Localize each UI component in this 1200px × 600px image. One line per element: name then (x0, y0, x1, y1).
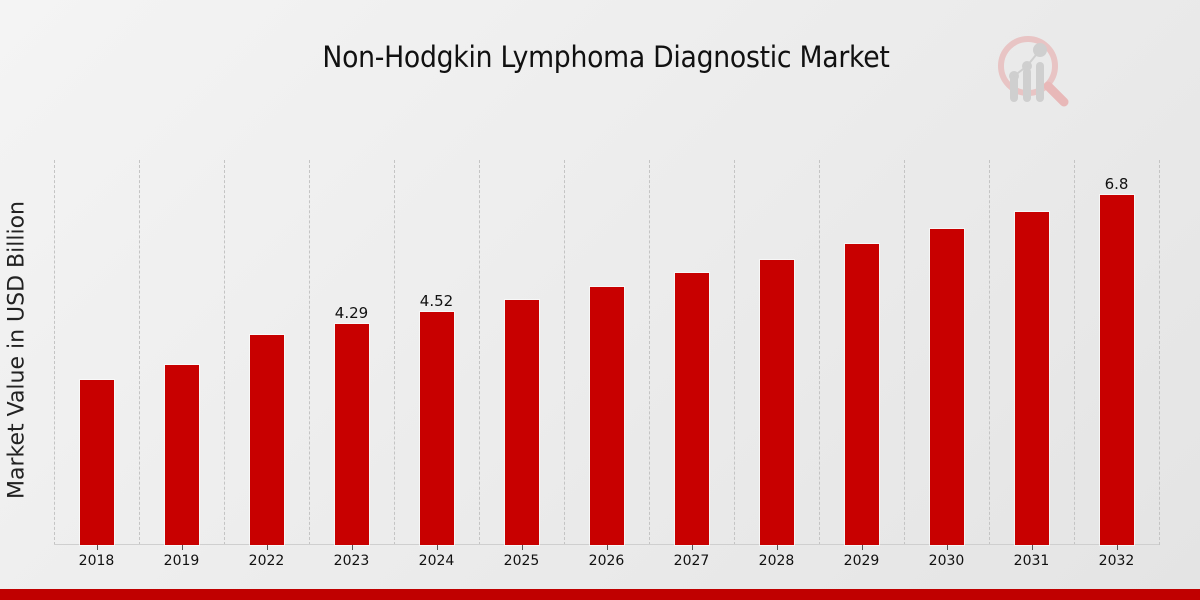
gridline (1074, 160, 1075, 545)
x-tick-label: 2024 (418, 553, 455, 569)
x-tick (521, 545, 523, 550)
gridline (224, 160, 225, 545)
x-tick-label: 2025 (503, 553, 540, 569)
x-tick-label: 2029 (843, 553, 880, 569)
bar-2018 (79, 380, 114, 545)
bar-2019 (164, 364, 199, 545)
x-tick (606, 545, 608, 550)
bar-2022 (249, 334, 284, 545)
x-tick-label: 2023 (333, 553, 370, 569)
x-tick (946, 545, 948, 550)
x-tick (1031, 545, 1033, 550)
gridline (1159, 160, 1160, 545)
data-label-2032: 6.8 (1104, 174, 1129, 193)
x-tick-label: 2028 (758, 553, 795, 569)
x-tick (861, 545, 863, 550)
x-tick (691, 545, 693, 550)
bar-2027 (674, 272, 709, 545)
x-tick (351, 545, 353, 550)
x-tick-label: 2031 (1013, 553, 1050, 569)
footer-bar (0, 589, 1200, 600)
bar-2032 (1099, 194, 1134, 545)
gridline (989, 160, 990, 545)
x-tick (436, 545, 438, 550)
x-tick-label: 2032 (1098, 553, 1135, 569)
x-tick-label: 2026 (588, 553, 625, 569)
x-tick (776, 545, 778, 550)
x-tick-label: 2019 (163, 553, 200, 569)
gridline (819, 160, 820, 545)
x-tick-label: 2027 (673, 553, 710, 569)
bar-2025 (504, 299, 539, 545)
bar-2023 (334, 323, 369, 545)
gridline (309, 160, 310, 545)
brand-logo-icon (998, 36, 1069, 107)
bar-2028 (759, 260, 794, 545)
x-tick (1116, 545, 1118, 550)
bar-2030 (929, 228, 964, 545)
gridline (54, 160, 55, 545)
x-tick (181, 545, 183, 550)
x-tick-label: 2030 (928, 553, 965, 569)
plot-area: 2018 2019 2022 4.29 2023 4.52 2024 2025 2026 2027… (54, 160, 1160, 569)
bar-2029 (844, 244, 879, 545)
bar-2026 (589, 287, 624, 545)
data-label-2023: 4.29 (334, 303, 369, 322)
gridline (564, 160, 565, 545)
gridline (649, 160, 650, 545)
gridline (734, 160, 735, 545)
bar-2024 (419, 312, 454, 545)
x-tick (96, 545, 98, 550)
chart-title: Non-Hodgkin Lymphoma Diagnostic Market (322, 40, 890, 74)
y-axis-label: Market Value in USD Billion (4, 200, 30, 500)
gridline (904, 160, 905, 545)
gridline (479, 160, 480, 545)
gridline (394, 160, 395, 545)
bar-2031 (1014, 211, 1049, 545)
data-label-2024: 4.52 (419, 292, 454, 311)
x-tick-label: 2022 (248, 553, 285, 569)
x-tick-label: 2018 (78, 553, 115, 569)
gridline (139, 160, 140, 545)
x-tick (266, 545, 268, 550)
